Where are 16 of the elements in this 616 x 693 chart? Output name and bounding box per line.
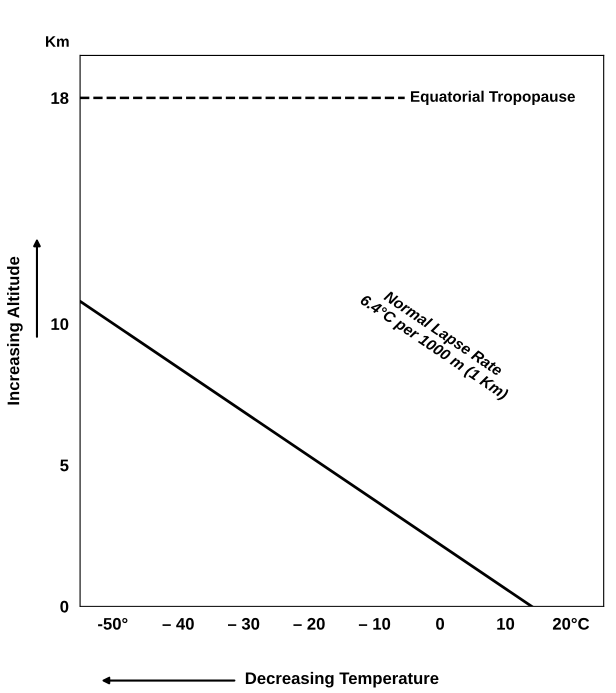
x-tick-label: – 20 [293, 618, 325, 630]
y-tick-label: 5 [60, 460, 69, 472]
y-tick-label: 0 [60, 600, 68, 613]
x-tick-label: – 30 [228, 618, 260, 630]
y-tick-label: 10 [51, 318, 68, 330]
x-tick-label: -50° [98, 618, 128, 630]
x-tick-label: – 40 [162, 618, 194, 630]
x-tick-label: 10 [497, 618, 514, 630]
ref-line-label: Equatorial Tropopause [410, 90, 575, 105]
x-tick-label: – 10 [358, 618, 390, 630]
x-tick-label: 0 [436, 618, 444, 630]
x-axis-title: Decreasing Temperature [246, 672, 438, 688]
text: Km [46, 36, 69, 47]
x-tick-label: 20°C [552, 618, 590, 630]
y-axis-title: Increasing Altitude [7, 256, 23, 404]
y-tick-label: 18 [51, 92, 68, 104]
